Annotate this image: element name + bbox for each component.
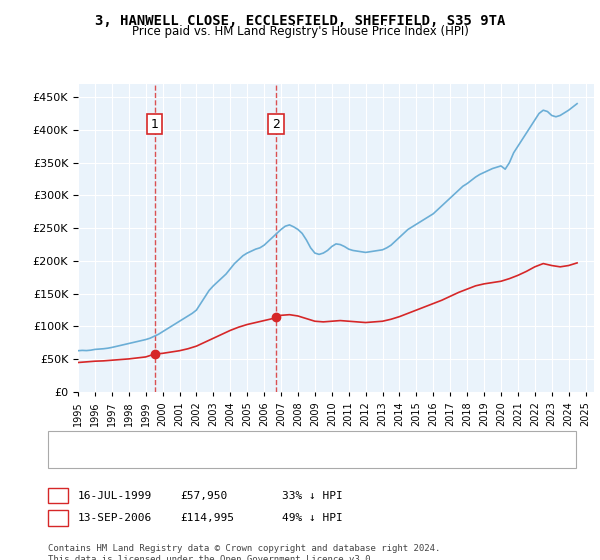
Text: Price paid vs. HM Land Registry's House Price Index (HPI): Price paid vs. HM Land Registry's House … bbox=[131, 25, 469, 38]
Text: 2: 2 bbox=[55, 513, 62, 523]
Text: 3, HANWELL CLOSE, ECCLESFIELD, SHEFFIELD, S35 9TA: 3, HANWELL CLOSE, ECCLESFIELD, SHEFFIELD… bbox=[95, 14, 505, 28]
Text: ——: —— bbox=[66, 451, 81, 464]
Text: HPI: Average price, detached house, Sheffield: HPI: Average price, detached house, Shef… bbox=[102, 452, 383, 463]
Text: £57,950: £57,950 bbox=[180, 491, 227, 501]
Text: ——: —— bbox=[66, 435, 81, 448]
Text: 16-JUL-1999: 16-JUL-1999 bbox=[78, 491, 152, 501]
Text: 49% ↓ HPI: 49% ↓ HPI bbox=[282, 513, 343, 523]
Text: Contains HM Land Registry data © Crown copyright and database right 2024.
This d: Contains HM Land Registry data © Crown c… bbox=[48, 544, 440, 560]
Text: 13-SEP-2006: 13-SEP-2006 bbox=[78, 513, 152, 523]
Text: 3, HANWELL CLOSE, ECCLESFIELD, SHEFFIELD, S35 9TA (detached house): 3, HANWELL CLOSE, ECCLESFIELD, SHEFFIELD… bbox=[102, 436, 515, 446]
Text: 1: 1 bbox=[55, 491, 62, 501]
Text: £114,995: £114,995 bbox=[180, 513, 234, 523]
Text: 1: 1 bbox=[151, 118, 159, 130]
Text: 33% ↓ HPI: 33% ↓ HPI bbox=[282, 491, 343, 501]
Text: 2: 2 bbox=[272, 118, 280, 130]
